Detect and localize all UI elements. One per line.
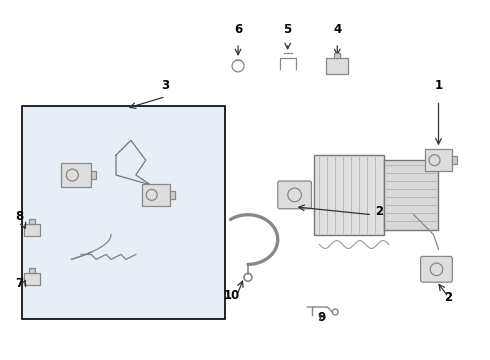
Text: 10: 10 — [224, 289, 240, 302]
Bar — [384, 160, 439, 230]
Text: 8: 8 — [16, 210, 24, 223]
Bar — [29, 219, 35, 224]
FancyBboxPatch shape — [420, 256, 452, 282]
Bar — [24, 224, 40, 235]
Bar — [22, 105, 225, 319]
Bar — [24, 273, 40, 285]
Bar — [61, 163, 91, 187]
Bar — [326, 58, 348, 74]
Bar — [142, 184, 170, 206]
Text: 6: 6 — [234, 23, 242, 36]
Bar — [91, 171, 96, 179]
Text: 2: 2 — [375, 205, 383, 218]
Bar — [170, 191, 174, 199]
Text: 3: 3 — [162, 79, 170, 92]
Bar — [29, 268, 35, 273]
Text: 2: 2 — [444, 291, 452, 304]
Text: 1: 1 — [435, 79, 442, 92]
Text: 5: 5 — [284, 23, 292, 36]
Bar — [334, 53, 340, 58]
Bar — [315, 155, 384, 235]
Bar — [452, 156, 457, 164]
Text: 7: 7 — [16, 277, 24, 290]
Text: 4: 4 — [333, 23, 342, 36]
Bar — [425, 149, 452, 171]
FancyBboxPatch shape — [278, 181, 312, 209]
Text: 9: 9 — [318, 311, 325, 324]
